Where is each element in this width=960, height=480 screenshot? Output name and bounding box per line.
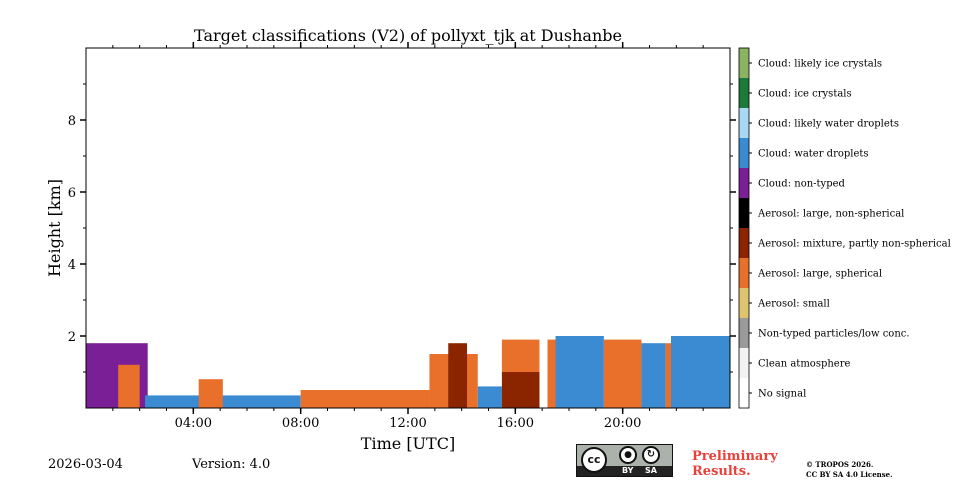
copyright-line-1: © TROPOS 2026. [806,460,874,469]
legend-label: Aerosol: mixture, partly non-spherical [757,239,951,250]
y-tick-label: 6 [68,186,76,201]
copyright-line-2: CC BY SA 4.0 License. [806,470,893,479]
data-region-5 [300,390,430,408]
x-tick-label: 12:00 [389,416,426,431]
x-tick-label: 08:00 [282,416,319,431]
y-tick-label: 4 [68,258,76,273]
legend-label: Clean atmosphere [758,359,851,370]
legend-swatch [739,198,749,228]
legend-label: Cloud: water droplets [758,149,869,160]
preliminary-results-label: Preliminary Results. [692,449,778,479]
legend-swatch [739,168,749,198]
plot-area [86,336,730,408]
legend-label: Non-typed particles/low conc. [758,329,910,340]
legend-label: Aerosol: large, non-spherical [757,209,904,220]
by-attribution-icon: ● [619,446,637,464]
legend-swatch [739,138,749,168]
y-tick-label: 2 [68,330,76,345]
cc-license-badge: cc ● ↻ BY SA [576,444,673,477]
chart-title: Target classifications (V2) of pollyxt_t… [194,26,622,45]
data-region-12 [555,336,604,408]
data-region-3 [145,395,301,408]
x-axis-label: Time [UTC] [361,434,455,453]
by-label: BY [622,466,634,475]
legend-label: Cloud: likely ice crystals [758,59,882,70]
legend-swatch [739,78,749,108]
legend-label: Aerosol: large, spherical [757,269,882,280]
data-region-7 [448,343,468,408]
data-region-10 [501,372,540,408]
axes: 04:00 08:00 12:00 16:00 20:00 2 4 6 8 [68,42,736,431]
data-region-16 [670,336,730,408]
legend-swatch [739,288,749,318]
legend-colorbar: Cloud: likely ice crystals Cloud: ice cry… [738,47,951,409]
legend-label: Cloud: ice crystals [758,89,852,100]
legend-label: Aerosol: small [757,299,830,310]
version-label: Version: 4.0 [192,457,271,472]
x-tick-label: 20:00 [604,416,641,431]
sa-label: SA [645,466,657,475]
y-tick-label: 8 [68,114,76,129]
share-alike-icon: ↻ [642,446,660,464]
legend-label: Cloud: non-typed [758,179,846,190]
legend-swatch [739,228,749,258]
legend-swatch [739,318,749,348]
data-region-13 [603,339,642,408]
legend-swatch [739,348,749,378]
legend-frame [738,47,750,409]
cc-logo-icon: cc [581,447,607,473]
x-tick-label: 16:00 [497,416,534,431]
legend-swatch [739,258,749,288]
data-region-8 [477,386,502,408]
x-tick-label: 04:00 [175,416,212,431]
legend-swatch [739,378,749,408]
legend-label: Cloud: likely water droplets [758,119,899,130]
data-region-4 [198,379,223,408]
data-region-14 [641,343,666,408]
date-label: 2026-03-04 [48,457,123,472]
data-region-2 [118,364,140,408]
legend-swatch [739,108,749,138]
legend-label: No signal [758,389,806,400]
legend-swatch [739,48,749,78]
copyright-notice: © TROPOS 2026. CC BY SA 4.0 License. [806,460,956,480]
y-axis-label: Height [km] [45,179,64,277]
